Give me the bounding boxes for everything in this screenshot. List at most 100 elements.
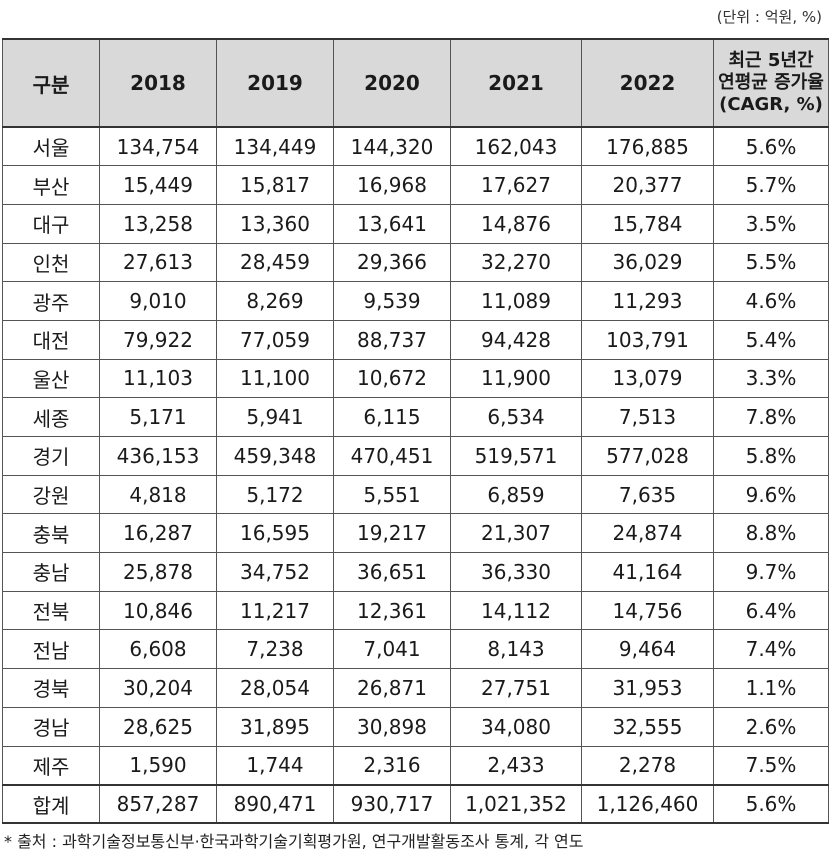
- table-row: 부산 15,449 15,817 16,968 17,627 20,377 5.7%: [2, 165, 829, 205]
- cagr-cell: 2.6%: [713, 706, 829, 747]
- value-cell: 36,029: [581, 242, 714, 283]
- value-cell: 21,307: [450, 513, 582, 554]
- value-cell: 16,287: [99, 513, 217, 554]
- value-cell: 1,590: [99, 745, 217, 786]
- table-row: 세종 5,171 5,941 6,115 6,534 7,513 7.8%: [2, 397, 829, 437]
- value-cell: 34,752: [216, 552, 334, 592]
- table-row: 울산 11,103 11,100 10,672 11,900 13,079 3.3%: [2, 358, 829, 399]
- value-cell: 6,115: [333, 397, 451, 437]
- cagr-cell: 7.5%: [713, 745, 829, 786]
- header-cagr: 최근 5년간 연평균 증가율 (CAGR, %): [713, 38, 829, 128]
- value-cell: 890,471: [216, 783, 334, 825]
- region-cell: 부산: [2, 165, 100, 205]
- value-cell: 30,898: [333, 706, 451, 747]
- region-cell: 경남: [2, 706, 100, 747]
- cagr-cell: 8.8%: [713, 513, 829, 554]
- value-cell: 36,330: [450, 552, 582, 592]
- table-row: 광주 9,010 8,269 9,539 11,089 11,293 4.6%: [2, 281, 829, 321]
- value-cell: 28,054: [216, 668, 334, 708]
- region-cell: 경기: [2, 436, 100, 476]
- value-cell: 15,817: [216, 165, 334, 205]
- value-cell: 13,079: [581, 358, 714, 399]
- value-cell: 14,112: [450, 590, 582, 631]
- table-row: 대구 13,258 13,360 13,641 14,876 15,784 3.5%: [2, 203, 829, 244]
- value-cell: 10,846: [99, 590, 217, 631]
- value-cell: 5,941: [216, 397, 334, 437]
- value-cell: 2,433: [450, 745, 582, 786]
- value-cell: 13,258: [99, 203, 217, 244]
- header-year: 2020: [333, 38, 451, 128]
- value-cell: 24,874: [581, 513, 714, 554]
- region-cell: 전북: [2, 590, 100, 631]
- header-cagr-line: 최근 5년간: [728, 50, 814, 71]
- table-row: 충남 25,878 34,752 36,651 36,330 41,164 9.7%: [2, 552, 829, 592]
- table-row: 제주 1,590 1,744 2,316 2,433 2,278 7.5%: [2, 745, 829, 786]
- region-cell: 서울: [2, 126, 100, 167]
- region-cell: 경북: [2, 668, 100, 708]
- value-cell: 25,878: [99, 552, 217, 592]
- region-cell: 강원: [2, 474, 100, 515]
- value-cell: 41,164: [581, 552, 714, 592]
- region-cell: 제주: [2, 745, 100, 786]
- cagr-cell: 5.7%: [713, 165, 829, 205]
- value-cell: 6,608: [99, 629, 217, 670]
- rd-expenditure-table: 구분 2018 2019 2020 2021 2022 최근 5년간 연평균 증…: [2, 38, 829, 825]
- value-cell: 1,021,352: [450, 783, 582, 825]
- value-cell: 20,377: [581, 165, 714, 205]
- cagr-cell: 7.4%: [713, 629, 829, 670]
- value-cell: 11,900: [450, 358, 582, 399]
- value-cell: 6,859: [450, 474, 582, 515]
- value-cell: 79,922: [99, 319, 217, 360]
- value-cell: 16,968: [333, 165, 451, 205]
- region-cell: 세종: [2, 397, 100, 437]
- value-cell: 930,717: [333, 783, 451, 825]
- cagr-cell: 3.3%: [713, 358, 829, 399]
- value-cell: 32,555: [581, 706, 714, 747]
- header-region: 구분: [2, 38, 100, 128]
- value-cell: 8,143: [450, 629, 582, 670]
- value-cell: 19,217: [333, 513, 451, 554]
- cagr-cell: 1.1%: [713, 668, 829, 708]
- value-cell: 32,270: [450, 242, 582, 283]
- source-note: * 출처 : 과학기술정보통신부·한국과학기술기획평가원, 연구개발활동조사 통…: [4, 832, 584, 851]
- region-cell: 충남: [2, 552, 100, 592]
- value-cell: 15,784: [581, 203, 714, 244]
- value-cell: 11,089: [450, 281, 582, 321]
- value-cell: 12,361: [333, 590, 451, 631]
- region-cell: 충북: [2, 513, 100, 554]
- value-cell: 13,641: [333, 203, 451, 244]
- header-year: 2018: [99, 38, 217, 128]
- value-cell: 7,513: [581, 397, 714, 437]
- cagr-cell: 5.6%: [713, 783, 829, 825]
- value-cell: 134,754: [99, 126, 217, 167]
- value-cell: 94,428: [450, 319, 582, 360]
- value-cell: 5,171: [99, 397, 217, 437]
- header-cagr-line: 연평균 증가율: [718, 72, 824, 93]
- value-cell: 16,595: [216, 513, 334, 554]
- value-cell: 4,818: [99, 474, 217, 515]
- unit-note: (단위 : 억원, %): [716, 8, 822, 26]
- region-cell: 광주: [2, 281, 100, 321]
- value-cell: 36,651: [333, 552, 451, 592]
- table-row: 전남 6,608 7,238 7,041 8,143 9,464 7.4%: [2, 629, 829, 670]
- value-cell: 470,451: [333, 436, 451, 476]
- table-body: 서울 134,754 134,449 144,320 162,043 176,885 5.6…: [2, 126, 829, 825]
- value-cell: 577,028: [581, 436, 714, 476]
- value-cell: 7,041: [333, 629, 451, 670]
- region-cell: 전남: [2, 629, 100, 670]
- header-year: 2022: [581, 38, 714, 128]
- value-cell: 14,876: [450, 203, 582, 244]
- value-cell: 15,449: [99, 165, 217, 205]
- value-cell: 7,635: [581, 474, 714, 515]
- value-cell: 7,238: [216, 629, 334, 670]
- value-cell: 11,103: [99, 358, 217, 399]
- value-cell: 77,059: [216, 319, 334, 360]
- value-cell: 29,366: [333, 242, 451, 283]
- total-row: 합계 857,287 890,471 930,717 1,021,352 1,126,46…: [2, 783, 829, 825]
- value-cell: 1,126,460: [581, 783, 714, 825]
- value-cell: 519,571: [450, 436, 582, 476]
- table-row: 경기 436,153 459,348 470,451 519,571 577,028 5.8…: [2, 436, 829, 476]
- cagr-cell: 5.6%: [713, 126, 829, 167]
- table-row: 전북 10,846 11,217 12,361 14,112 14,756 6.4%: [2, 590, 829, 631]
- cagr-cell: 5.8%: [713, 436, 829, 476]
